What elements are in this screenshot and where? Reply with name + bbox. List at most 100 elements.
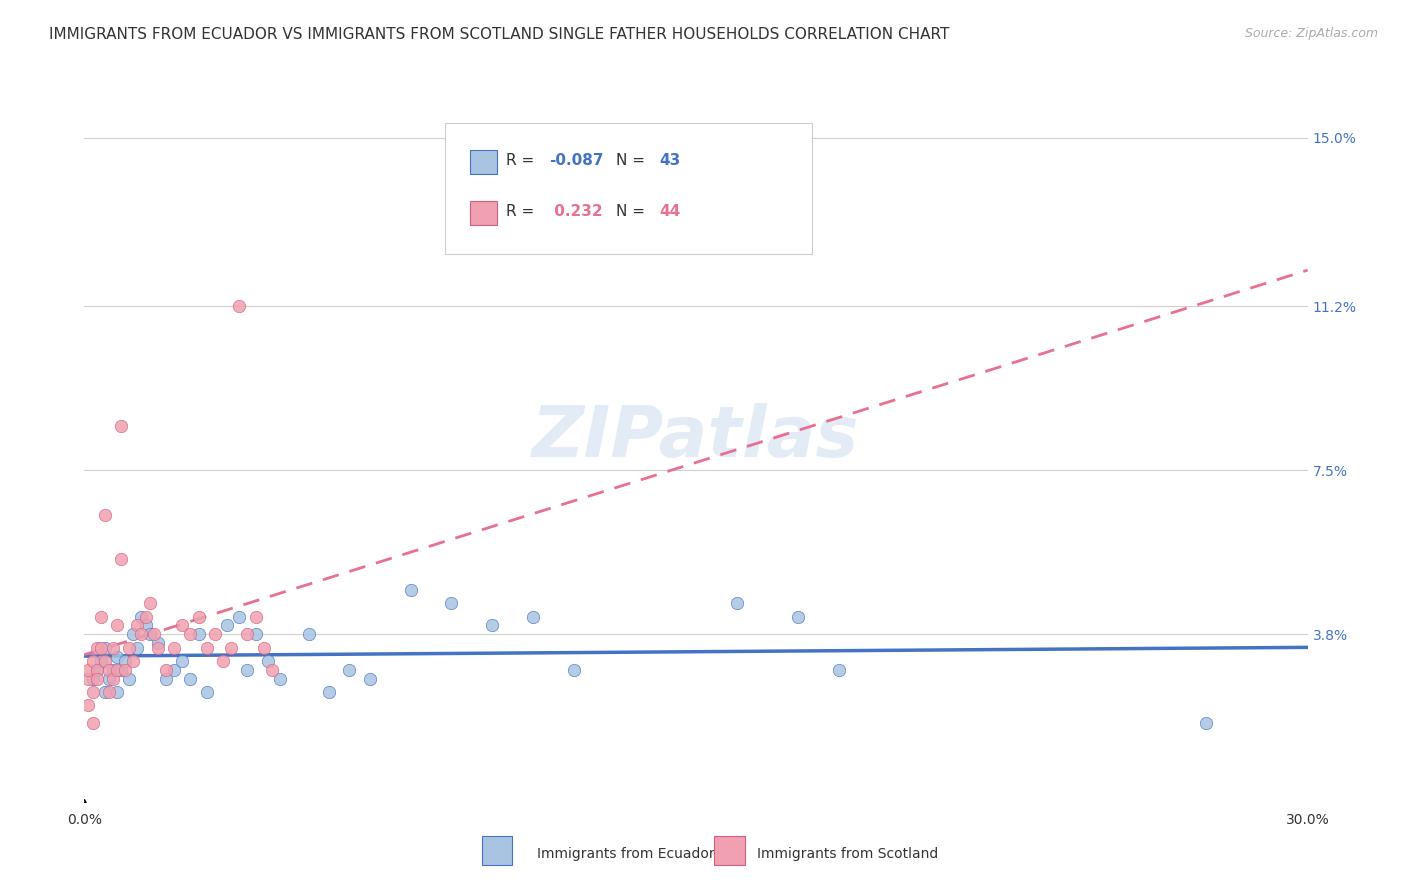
- Point: [105, 618, 128, 632]
- Point: [97, 685, 120, 699]
- Point: [105, 663, 128, 677]
- Point: [105, 649, 128, 664]
- Point: [90, 654, 112, 668]
- FancyBboxPatch shape: [446, 122, 813, 254]
- Point: [481, 618, 503, 632]
- Point: [260, 663, 283, 677]
- Point: [127, 618, 149, 632]
- Point: [787, 609, 810, 624]
- Point: [90, 609, 112, 624]
- Point: [440, 596, 463, 610]
- Point: [204, 627, 226, 641]
- Bar: [714, 836, 745, 865]
- Text: N =: N =: [616, 153, 651, 168]
- Bar: [470, 150, 496, 174]
- Point: [228, 299, 250, 313]
- Text: 0.232: 0.232: [550, 204, 603, 219]
- Point: [399, 582, 422, 597]
- Point: [127, 640, 149, 655]
- Point: [93, 508, 115, 522]
- Bar: [482, 836, 513, 865]
- Text: R =: R =: [506, 204, 540, 219]
- Bar: [470, 201, 496, 225]
- Point: [155, 672, 177, 686]
- Point: [187, 627, 209, 641]
- Text: IMMIGRANTS FROM ECUADOR VS IMMIGRANTS FROM SCOTLAND SINGLE FATHER HOUSEHOLDS COR: IMMIGRANTS FROM ECUADOR VS IMMIGRANTS FR…: [49, 27, 949, 42]
- Point: [101, 672, 124, 686]
- Text: ZIPatlas: ZIPatlas: [533, 402, 859, 472]
- Point: [86, 663, 108, 677]
- Point: [77, 663, 100, 677]
- Point: [114, 654, 136, 668]
- Point: [172, 618, 194, 632]
- Point: [522, 609, 544, 624]
- Point: [187, 609, 209, 624]
- Point: [93, 640, 115, 655]
- Point: [562, 663, 585, 677]
- Point: [179, 627, 201, 641]
- Point: [86, 663, 108, 677]
- Point: [236, 627, 259, 641]
- Text: Source: ZipAtlas.com: Source: ZipAtlas.com: [1244, 27, 1378, 40]
- Point: [135, 609, 157, 624]
- Point: [339, 663, 361, 677]
- Point: [298, 627, 321, 641]
- Point: [93, 685, 115, 699]
- Point: [90, 640, 112, 655]
- Point: [195, 640, 218, 655]
- Point: [179, 672, 201, 686]
- Text: Immigrants from Ecuador: Immigrants from Ecuador: [537, 847, 714, 861]
- Point: [257, 654, 280, 668]
- Point: [253, 640, 276, 655]
- Point: [138, 627, 160, 641]
- Point: [228, 609, 250, 624]
- Point: [219, 640, 242, 655]
- Point: [97, 663, 120, 677]
- Point: [93, 654, 115, 668]
- Point: [110, 552, 132, 566]
- Point: [142, 627, 165, 641]
- Point: [236, 663, 259, 677]
- Point: [269, 672, 291, 686]
- Point: [114, 663, 136, 677]
- Point: [122, 627, 145, 641]
- Point: [318, 685, 340, 699]
- Text: 43: 43: [659, 153, 681, 168]
- Point: [110, 419, 132, 434]
- Point: [138, 596, 160, 610]
- Point: [77, 672, 100, 686]
- Point: [118, 672, 141, 686]
- FancyArrow shape: [83, 799, 86, 803]
- Point: [86, 640, 108, 655]
- Point: [359, 672, 381, 686]
- Text: -0.087: -0.087: [550, 153, 603, 168]
- Point: [82, 654, 104, 668]
- Point: [155, 663, 177, 677]
- Text: 44: 44: [659, 204, 681, 219]
- Point: [131, 609, 153, 624]
- Point: [97, 672, 120, 686]
- Text: N =: N =: [616, 204, 651, 219]
- Point: [131, 627, 153, 641]
- Point: [135, 618, 157, 632]
- Point: [163, 640, 186, 655]
- Point: [146, 636, 169, 650]
- Point: [146, 640, 169, 655]
- Point: [245, 609, 267, 624]
- Point: [122, 654, 145, 668]
- Point: [245, 627, 267, 641]
- Point: [828, 663, 851, 677]
- Point: [118, 640, 141, 655]
- Point: [1195, 716, 1218, 731]
- Point: [212, 654, 235, 668]
- Text: R =: R =: [506, 153, 540, 168]
- Point: [172, 654, 194, 668]
- Point: [82, 672, 104, 686]
- Point: [77, 698, 100, 713]
- Point: [101, 640, 124, 655]
- Point: [101, 663, 124, 677]
- Point: [195, 685, 218, 699]
- Point: [217, 618, 239, 632]
- Point: [82, 685, 104, 699]
- Point: [725, 596, 748, 610]
